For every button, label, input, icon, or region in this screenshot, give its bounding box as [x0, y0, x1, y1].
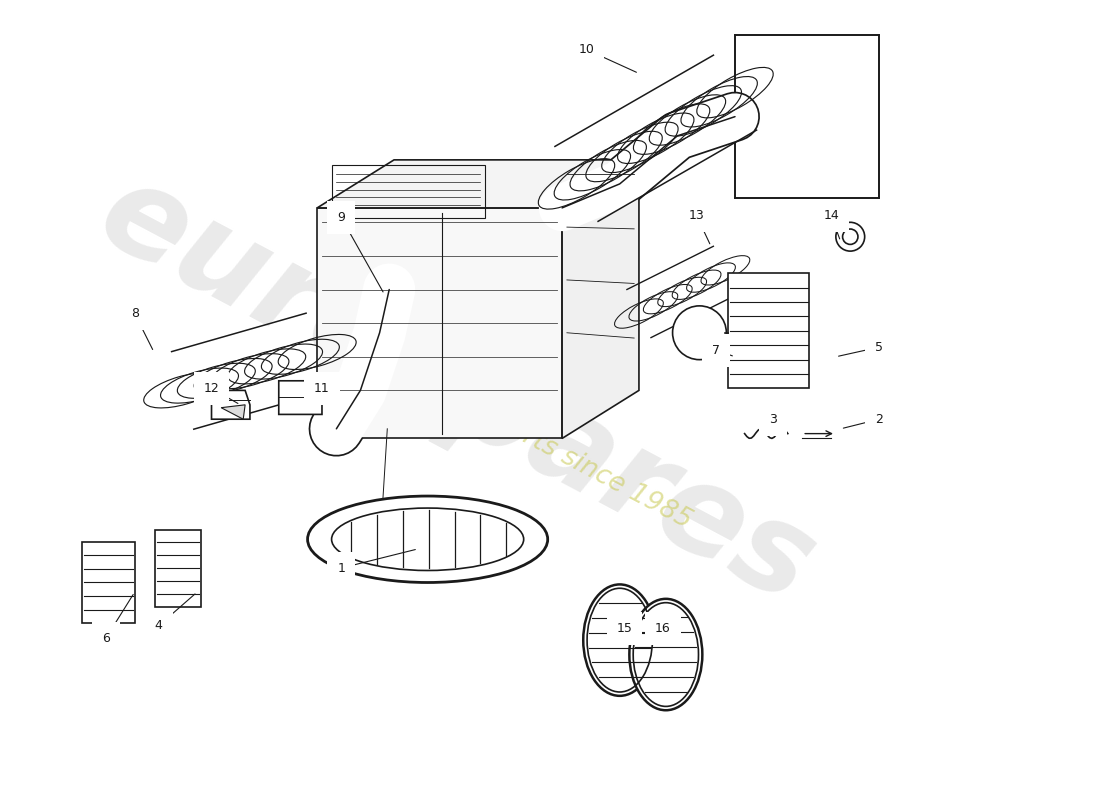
Text: eurospares: eurospares [79, 151, 834, 630]
Polygon shape [317, 160, 639, 208]
Text: 3: 3 [770, 413, 778, 426]
Text: 9: 9 [338, 211, 345, 224]
Polygon shape [735, 35, 879, 198]
Text: 16: 16 [656, 622, 671, 635]
Bar [331, 165, 485, 218]
Polygon shape [317, 208, 562, 438]
Text: 14: 14 [823, 209, 839, 222]
Text: 13: 13 [689, 209, 704, 222]
Ellipse shape [308, 496, 548, 582]
Bar [155, 530, 201, 606]
Circle shape [672, 306, 726, 360]
Text: 7: 7 [712, 343, 719, 357]
Polygon shape [562, 160, 639, 438]
Text: 12: 12 [204, 382, 219, 395]
Text: 6: 6 [102, 632, 110, 645]
Polygon shape [211, 390, 250, 419]
Polygon shape [221, 405, 245, 419]
Text: 15: 15 [617, 622, 632, 635]
Text: 11: 11 [315, 382, 330, 395]
Text: a passion for parts since 1985: a passion for parts since 1985 [332, 324, 696, 534]
Text: 4: 4 [155, 619, 163, 632]
Text: 2: 2 [876, 413, 883, 426]
Text: 10: 10 [579, 43, 594, 56]
Ellipse shape [583, 585, 657, 696]
Bar [82, 542, 135, 623]
Bar [728, 274, 810, 389]
Circle shape [836, 222, 865, 251]
Ellipse shape [629, 599, 702, 710]
Polygon shape [278, 381, 322, 414]
Text: 1: 1 [338, 562, 345, 574]
Text: 5: 5 [876, 341, 883, 354]
Text: 8: 8 [131, 307, 139, 320]
